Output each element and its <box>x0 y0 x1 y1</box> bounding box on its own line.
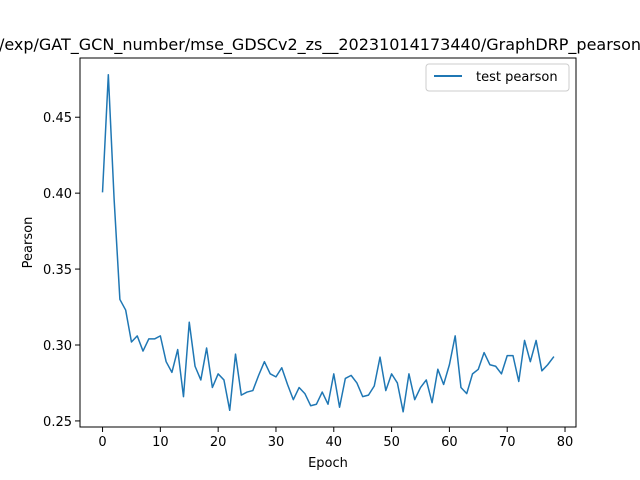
x-tick-label: 10 <box>152 435 169 450</box>
legend-label: test pearson <box>476 70 558 85</box>
plot-area <box>79 57 577 428</box>
y-tick-label: 0.35 <box>43 263 72 278</box>
chart-title: /exp/GAT_GCN_number/mse_GDSCv2_zs__20231… <box>0 35 640 55</box>
x-tick-label: 60 <box>441 435 458 450</box>
x-tick-label: 70 <box>499 435 516 450</box>
y-tick-label: 0.25 <box>43 415 72 430</box>
y-axis-label: Pearson <box>21 217 36 269</box>
x-tick-label: 80 <box>557 435 574 450</box>
y-tick-label: 0.40 <box>43 187 72 202</box>
y-axis: 0.25 0.30 0.35 0.40 0.45 <box>43 111 80 430</box>
x-tick-label: 50 <box>383 435 400 450</box>
x-axis: 0 10 20 30 40 50 60 70 80 <box>98 427 573 450</box>
legend: test pearson <box>425 63 570 92</box>
x-tick-label: 40 <box>326 435 343 450</box>
y-tick-label: 0.30 <box>43 339 72 354</box>
legend-box <box>425 63 570 92</box>
y-tick-label: 0.45 <box>43 111 72 126</box>
series-line-0 <box>101 73 555 413</box>
x-tick-label: 0 <box>98 435 106 450</box>
x-axis-label: Epoch <box>308 456 348 471</box>
x-tick-label: 20 <box>210 435 227 450</box>
series-layer <box>101 73 555 413</box>
x-tick-label: 30 <box>268 435 285 450</box>
